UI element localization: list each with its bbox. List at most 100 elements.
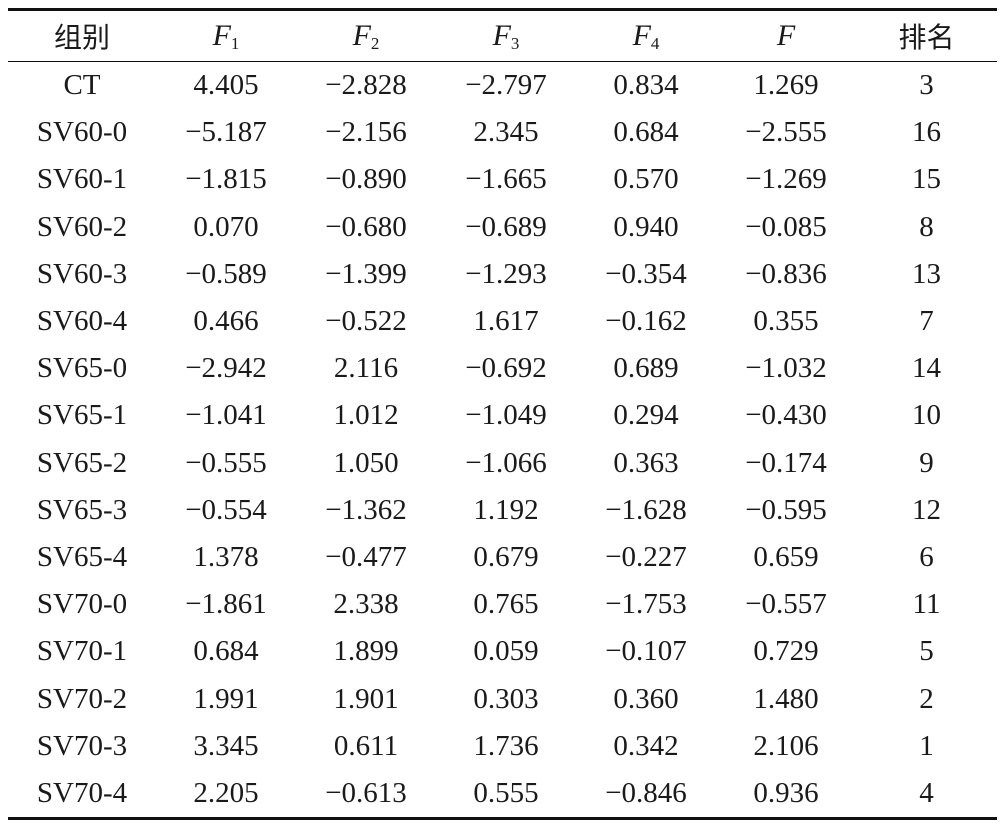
- cell-rank: 12: [912, 493, 941, 526]
- table-row: SV70-1 0.684 1.899 0.059 −0.107 0.729 5: [8, 628, 997, 675]
- cell-f3: 2.345: [473, 116, 539, 149]
- table-row: SV65-0 −2.942 2.116 −0.692 0.689 −1.032 14: [8, 345, 997, 392]
- header-row: 组别 F1 F2 F3 F4 F 排名: [8, 11, 997, 61]
- cell-f1: 4.405: [193, 69, 259, 102]
- header-group: 组别: [53, 21, 110, 54]
- cell-f3: −1.066: [465, 446, 547, 479]
- cell-group: SV65-3: [36, 493, 128, 526]
- cell-f4: 0.834: [613, 69, 679, 102]
- table-row: SV70-0 −1.861 2.338 0.765 −1.753 −0.557 11: [8, 581, 997, 628]
- cell-f: −0.595: [745, 493, 827, 526]
- cell-f3: 1.736: [473, 729, 539, 762]
- cell-f3: −2.797: [465, 69, 547, 102]
- cell-group: SV60-0: [36, 116, 128, 149]
- cell-group: SV60-1: [36, 163, 128, 196]
- cell-group: SV65-1: [36, 399, 128, 432]
- cell-f2: 0.611: [333, 729, 399, 762]
- table-row: SV65-3 −0.554 −1.362 1.192 −1.628 −0.595 12: [8, 487, 997, 534]
- cell-rank: 11: [912, 588, 941, 621]
- cell-f1: −1.041: [185, 399, 267, 432]
- cell-f4: −0.846: [605, 776, 687, 809]
- table-row: SV60-2 0.070 −0.680 −0.689 0.940 −0.085 8: [8, 204, 997, 251]
- cell-f: 0.936: [753, 776, 819, 809]
- cell-f3: 0.765: [473, 588, 539, 621]
- table-row: SV70-2 1.991 1.901 0.303 0.360 1.480 2: [8, 675, 997, 722]
- cell-rank: 4: [919, 776, 934, 809]
- cell-f2: 1.012: [333, 399, 399, 432]
- cell-rank: 8: [919, 210, 934, 243]
- cell-f: 2.106: [753, 729, 819, 762]
- cell-rank: 3: [919, 69, 934, 102]
- cell-f: −0.836: [745, 257, 827, 290]
- cell-group: SV70-1: [36, 635, 128, 668]
- cell-rank: 9: [919, 446, 934, 479]
- cell-group: SV65-2: [36, 446, 128, 479]
- header-f2: F2: [352, 18, 380, 53]
- cell-f1: 1.991: [193, 682, 259, 715]
- cell-rank: 6: [919, 540, 934, 573]
- score-table: 组别 F1 F2 F3 F4 F 排名 CT 4.405 −2.828 −2.797 0…: [8, 8, 997, 820]
- cell-f1: 3.345: [193, 729, 259, 762]
- cell-f4: 0.940: [613, 210, 679, 243]
- cell-f3: −1.665: [465, 163, 547, 196]
- cell-group: SV70-2: [36, 682, 128, 715]
- cell-rank: 7: [919, 305, 934, 338]
- cell-f4: 0.360: [613, 682, 679, 715]
- table-row: SV60-3 −0.589 −1.399 −1.293 −0.354 −0.836 13: [8, 251, 997, 298]
- cell-f1: −1.861: [185, 588, 267, 621]
- cell-f2: 1.050: [333, 446, 399, 479]
- cell-f3: 0.059: [473, 635, 539, 668]
- cell-group: SV70-0: [36, 588, 128, 621]
- cell-f: 0.659: [753, 540, 819, 573]
- cell-f2: 2.338: [333, 588, 399, 621]
- cell-rank: 14: [912, 352, 941, 385]
- cell-f4: 0.684: [613, 116, 679, 149]
- cell-rank: 5: [919, 635, 934, 668]
- table-row: SV65-1 −1.041 1.012 −1.049 0.294 −0.430 10: [8, 392, 997, 439]
- cell-f3: 0.555: [473, 776, 539, 809]
- table-row: SV60-0 −5.187 −2.156 2.345 0.684 −2.555 16: [8, 109, 997, 156]
- cell-f4: 0.294: [613, 399, 679, 432]
- cell-f2: 1.899: [333, 635, 399, 668]
- bottom-rule: [8, 817, 997, 820]
- table-row: SV70-4 2.205 −0.613 0.555 −0.846 0.936 4: [8, 770, 997, 817]
- cell-f1: 1.378: [193, 540, 259, 573]
- cell-f2: −1.399: [325, 257, 407, 290]
- cell-f4: 0.342: [613, 729, 679, 762]
- cell-f4: −1.753: [605, 588, 687, 621]
- cell-f3: 1.617: [473, 305, 539, 338]
- cell-rank: 13: [912, 257, 941, 290]
- cell-f1: −1.815: [185, 163, 267, 196]
- table-row: SV65-2 −0.555 1.050 −1.066 0.363 −0.174 9: [8, 440, 997, 487]
- table-row: SV60-4 0.466 −0.522 1.617 −0.162 0.355 7: [8, 298, 997, 345]
- cell-f4: −0.354: [605, 257, 687, 290]
- cell-f4: −0.227: [605, 540, 687, 573]
- cell-f1: −0.554: [185, 493, 267, 526]
- cell-f3: 1.192: [473, 493, 539, 526]
- cell-f1: 0.466: [193, 305, 259, 338]
- header-rule: [8, 61, 997, 62]
- cell-group: SV65-4: [36, 540, 128, 573]
- cell-f2: −2.156: [325, 116, 407, 149]
- cell-f2: −0.680: [325, 210, 407, 243]
- cell-f4: −1.628: [605, 493, 687, 526]
- cell-f3: −0.689: [465, 210, 547, 243]
- header-rank: 排名: [898, 21, 955, 54]
- cell-f: −0.085: [745, 210, 827, 243]
- cell-f: 1.269: [753, 69, 819, 102]
- cell-f: −2.555: [745, 116, 827, 149]
- cell-f2: −0.613: [325, 776, 407, 809]
- table-row: SV70-3 3.345 0.611 1.736 0.342 2.106 1: [8, 723, 997, 770]
- cell-f1: 0.684: [193, 635, 259, 668]
- cell-f: −0.174: [745, 446, 827, 479]
- cell-f: 1.480: [753, 682, 819, 715]
- cell-rank: 2: [919, 682, 934, 715]
- cell-f2: 2.116: [333, 352, 399, 385]
- cell-f4: −0.107: [605, 635, 687, 668]
- cell-f3: −0.692: [465, 352, 547, 385]
- cell-f2: −1.362: [325, 493, 407, 526]
- cell-f2: −0.890: [325, 163, 407, 196]
- cell-f: 0.355: [753, 305, 819, 338]
- cell-f: −0.557: [745, 588, 827, 621]
- table-row: SV60-1 −1.815 −0.890 −1.665 0.570 −1.269 15: [8, 156, 997, 203]
